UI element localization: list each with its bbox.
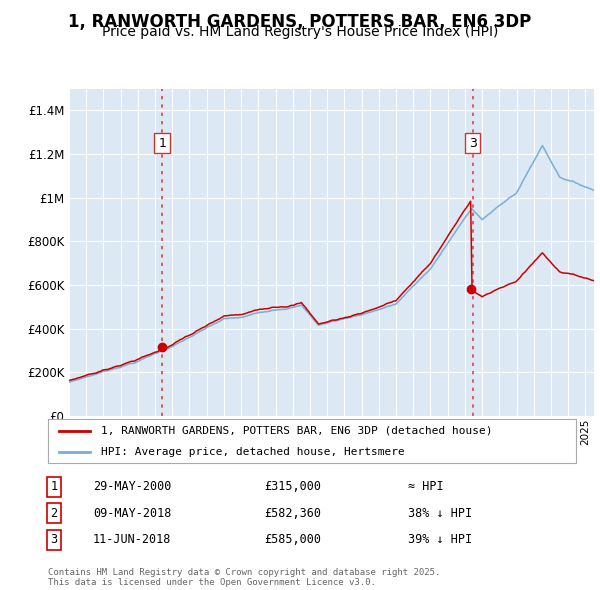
Text: 09-MAY-2018: 09-MAY-2018: [93, 507, 172, 520]
Text: £315,000: £315,000: [264, 480, 321, 493]
Text: 1: 1: [158, 136, 166, 150]
Text: 29-MAY-2000: 29-MAY-2000: [93, 480, 172, 493]
Text: Contains HM Land Registry data © Crown copyright and database right 2025.
This d: Contains HM Land Registry data © Crown c…: [48, 568, 440, 587]
Text: ≈ HPI: ≈ HPI: [408, 480, 443, 493]
Text: £582,360: £582,360: [264, 507, 321, 520]
Text: 3: 3: [50, 533, 58, 546]
Text: HPI: Average price, detached house, Hertsmere: HPI: Average price, detached house, Hert…: [101, 447, 404, 457]
Text: 11-JUN-2018: 11-JUN-2018: [93, 533, 172, 546]
Text: 1: 1: [50, 480, 58, 493]
Text: 1, RANWORTH GARDENS, POTTERS BAR, EN6 3DP (detached house): 1, RANWORTH GARDENS, POTTERS BAR, EN6 3D…: [101, 426, 493, 436]
Text: £585,000: £585,000: [264, 533, 321, 546]
Text: 3: 3: [469, 136, 476, 150]
Text: 38% ↓ HPI: 38% ↓ HPI: [408, 507, 472, 520]
Text: 39% ↓ HPI: 39% ↓ HPI: [408, 533, 472, 546]
Text: 2: 2: [50, 507, 58, 520]
Text: Price paid vs. HM Land Registry's House Price Index (HPI): Price paid vs. HM Land Registry's House …: [102, 25, 498, 39]
Text: 1, RANWORTH GARDENS, POTTERS BAR, EN6 3DP: 1, RANWORTH GARDENS, POTTERS BAR, EN6 3D…: [68, 13, 532, 31]
